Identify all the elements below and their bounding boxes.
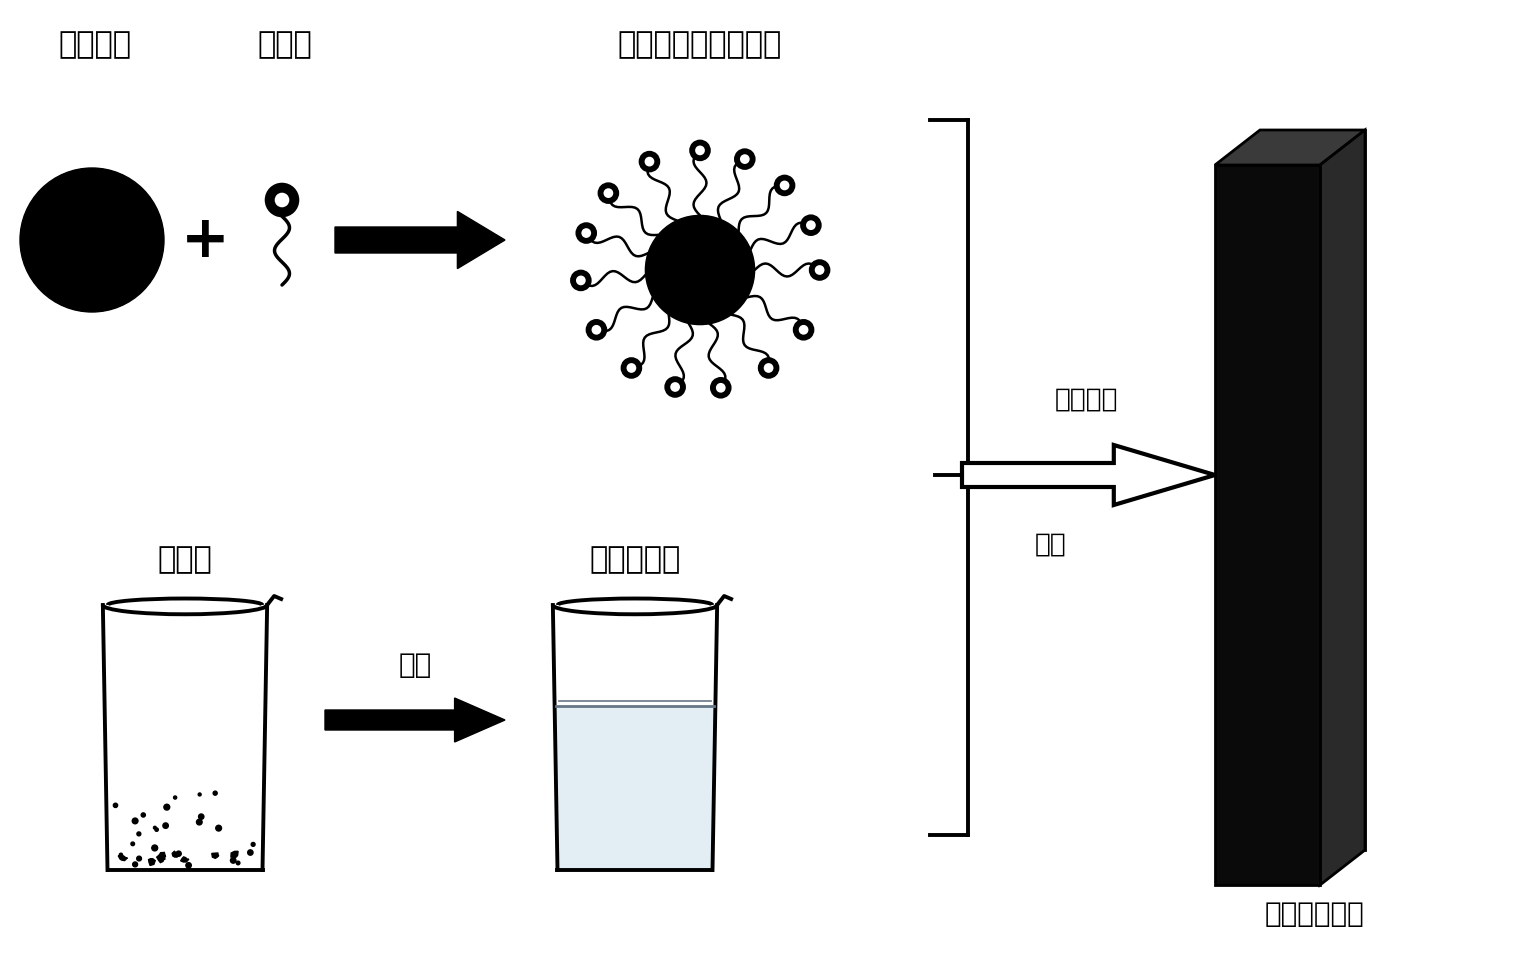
Circle shape <box>774 176 794 195</box>
Polygon shape <box>172 851 179 857</box>
Circle shape <box>814 265 825 275</box>
Point <box>121 837 146 852</box>
Point <box>143 840 167 856</box>
Point <box>207 820 231 836</box>
Circle shape <box>780 180 789 190</box>
Circle shape <box>799 325 808 334</box>
Point <box>155 799 179 815</box>
Text: 离子液: 离子液 <box>258 30 313 59</box>
Circle shape <box>734 149 754 169</box>
Polygon shape <box>1320 130 1364 885</box>
Circle shape <box>644 157 655 166</box>
Circle shape <box>690 140 710 160</box>
Polygon shape <box>1260 130 1364 850</box>
Text: 纳米粒子溶于离子液: 纳米粒子溶于离子液 <box>618 30 782 59</box>
Text: 超声分散: 超声分散 <box>1055 387 1119 413</box>
Polygon shape <box>212 853 219 859</box>
Point <box>109 847 133 862</box>
Point <box>189 809 213 824</box>
Circle shape <box>645 216 754 325</box>
Circle shape <box>740 155 750 164</box>
Circle shape <box>763 363 774 372</box>
Polygon shape <box>156 855 166 862</box>
Polygon shape <box>149 859 155 865</box>
Circle shape <box>639 152 659 171</box>
Polygon shape <box>336 211 504 268</box>
Point <box>187 815 212 830</box>
Point <box>225 856 250 871</box>
Text: 溶解: 溶解 <box>399 651 432 679</box>
Circle shape <box>592 325 601 334</box>
Polygon shape <box>118 855 127 860</box>
Circle shape <box>265 183 299 216</box>
Point <box>123 814 147 829</box>
Point <box>153 818 178 834</box>
Circle shape <box>587 320 606 340</box>
Circle shape <box>604 188 613 198</box>
Point <box>103 797 127 813</box>
Circle shape <box>572 270 590 290</box>
Point <box>187 787 212 802</box>
Text: 高分子溶液: 高分子溶液 <box>589 545 681 574</box>
Circle shape <box>576 276 586 286</box>
Text: 高分子: 高分子 <box>158 545 213 574</box>
Point <box>144 822 169 838</box>
Point <box>202 786 227 801</box>
Polygon shape <box>158 853 166 860</box>
Circle shape <box>665 377 685 396</box>
Polygon shape <box>325 698 504 742</box>
Circle shape <box>794 320 814 340</box>
Point <box>127 851 152 866</box>
Circle shape <box>576 223 596 243</box>
Circle shape <box>20 168 164 312</box>
Point <box>238 845 262 860</box>
Circle shape <box>802 216 820 235</box>
Text: 旋涂: 旋涂 <box>1035 532 1067 558</box>
Circle shape <box>622 358 641 378</box>
Point <box>176 858 201 873</box>
Text: +: + <box>181 211 230 268</box>
Circle shape <box>759 358 779 378</box>
Polygon shape <box>963 445 1216 505</box>
Point <box>143 820 167 836</box>
Circle shape <box>806 221 816 230</box>
Circle shape <box>670 382 681 392</box>
Circle shape <box>711 378 731 397</box>
Polygon shape <box>556 706 714 870</box>
Circle shape <box>274 193 290 207</box>
Circle shape <box>581 228 592 238</box>
Point <box>127 826 152 841</box>
Point <box>221 853 245 868</box>
Text: 纳米粒子: 纳米粒子 <box>58 30 132 59</box>
Polygon shape <box>231 851 238 858</box>
Polygon shape <box>1216 165 1320 885</box>
Point <box>167 846 192 861</box>
Circle shape <box>627 363 636 372</box>
Circle shape <box>598 183 618 202</box>
Point <box>241 837 265 852</box>
Point <box>130 807 155 822</box>
Circle shape <box>716 383 725 393</box>
Point <box>123 857 147 872</box>
Polygon shape <box>181 857 189 862</box>
Circle shape <box>809 261 829 280</box>
Circle shape <box>694 145 705 156</box>
Point <box>162 790 187 805</box>
Text: 复合材料薄膜: 复合材料薄膜 <box>1265 900 1364 928</box>
Polygon shape <box>1216 130 1364 165</box>
